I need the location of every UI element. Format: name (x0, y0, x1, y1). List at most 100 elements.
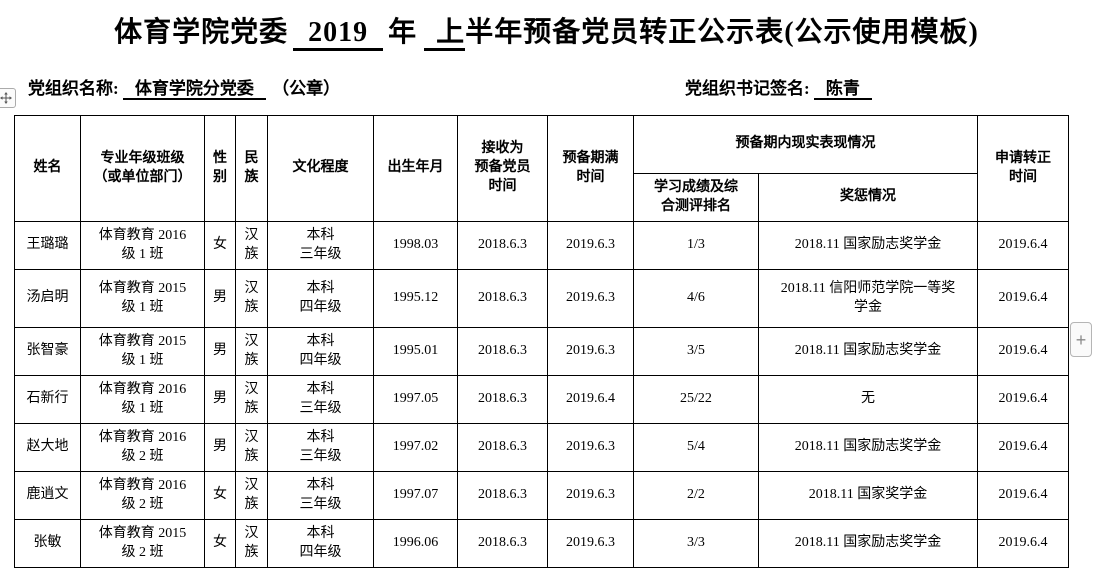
table-move-handle[interactable] (0, 88, 16, 108)
title-year-blank: 2019 (293, 17, 384, 51)
cell-application: 2019.6.4 (977, 471, 1069, 520)
cell-gender: 男 (204, 269, 236, 328)
cell-admitted: 2018.6.3 (457, 327, 548, 376)
cell-rank: 3/5 (633, 327, 759, 376)
page-title: 体育学院党委 2019 年上半年预备党员转正公示表(公示使用模板) (0, 10, 1093, 51)
org-name-value: 体育学院分党委 (122, 79, 266, 100)
cell-ethnicity: 汉 族 (235, 375, 268, 424)
org-name-field: 党组织名称: 体育学院分党委 （公章） (28, 74, 341, 100)
cell-application: 2019.6.4 (977, 327, 1069, 376)
cell-rank: 2/2 (633, 471, 759, 520)
cell-birth: 1997.07 (373, 471, 458, 520)
cell-gender: 女 (204, 519, 236, 568)
secretary-signature-value: 陈青 (813, 79, 872, 100)
cell-birth: 1995.01 (373, 327, 458, 376)
header-ethnicity: 民 族 (235, 115, 268, 222)
cell-application: 2019.6.4 (977, 375, 1069, 424)
cell-rank: 4/6 (633, 269, 759, 328)
cell-ethnicity: 汉 族 (235, 327, 268, 376)
cell-rank: 5/4 (633, 423, 759, 472)
cell-application: 2019.6.4 (977, 519, 1069, 568)
cell-major-class: 体育教育 2015 级 2 班 (80, 519, 205, 568)
table-row: 张敏 体育教育 2015 级 2 班 女 汉 族 本科 四年级 1996.06 … (14, 519, 1069, 568)
cell-major-class: 体育教育 2015 级 1 班 (80, 269, 205, 328)
cell-application: 2019.6.4 (977, 221, 1069, 270)
cell-probation-end: 2019.6.3 (547, 269, 634, 328)
table-row: 张智豪 体育教育 2015 级 1 班 男 汉 族 本科 四年级 1995.01… (14, 327, 1069, 376)
cell-ethnicity: 汉 族 (235, 423, 268, 472)
title-half-blank: 上 (424, 17, 466, 51)
cell-rank: 3/3 (633, 519, 759, 568)
cell-name: 汤启明 (14, 269, 81, 328)
table-row: 石新行 体育教育 2016 级 1 班 男 汉 族 本科 三年级 1997.05… (14, 375, 1069, 424)
cell-name: 石新行 (14, 375, 81, 424)
header-birth: 出生年月 (373, 115, 458, 222)
cell-gender: 女 (204, 471, 236, 520)
header-gender: 性 别 (204, 115, 236, 222)
cell-admitted: 2018.6.3 (457, 269, 548, 328)
member-regularization-table: 姓名 专业年级班级 （或单位部门） 性 别 民 族 文化程度 出生年月 接收为 … (14, 115, 1069, 568)
cell-name: 赵大地 (14, 423, 81, 472)
cell-gender: 男 (204, 375, 236, 424)
cell-gender: 男 (204, 423, 236, 472)
cell-name: 王璐璐 (14, 221, 81, 270)
cell-education: 本科 四年级 (267, 519, 374, 568)
org-name-label: 党组织名称: (28, 79, 119, 98)
header-application: 申请转正 时间 (977, 115, 1069, 222)
header-performance-group: 预备期内现实表现情况 (633, 115, 978, 174)
title-text: 年 (388, 17, 418, 48)
cell-birth: 1997.05 (373, 375, 458, 424)
header-major-class: 专业年级班级 （或单位部门） (80, 115, 205, 222)
cell-major-class: 体育教育 2016 级 2 班 (80, 423, 205, 472)
cell-name: 张智豪 (14, 327, 81, 376)
cell-birth: 1997.02 (373, 423, 458, 472)
header-probation-end: 预备期满 时间 (547, 115, 634, 222)
cell-gender: 男 (204, 327, 236, 376)
cell-name: 鹿逍文 (14, 471, 81, 520)
cell-probation-end: 2019.6.3 (547, 471, 634, 520)
cell-probation-end: 2019.6.3 (547, 423, 634, 472)
org-seal-note: （公章） (272, 79, 341, 98)
plus-button[interactable]: + (1070, 322, 1092, 357)
cell-awards: 2018.11 国家励志奖学金 (758, 519, 978, 568)
cell-major-class: 体育教育 2016 级 1 班 (80, 221, 205, 270)
table-row: 汤启明 体育教育 2015 级 1 班 男 汉 族 本科 四年级 1995.12… (14, 269, 1069, 328)
cell-education: 本科 三年级 (267, 375, 374, 424)
cell-awards: 2018.11 国家励志奖学金 (758, 423, 978, 472)
cell-gender: 女 (204, 221, 236, 270)
header-awards: 奖惩情况 (758, 173, 978, 222)
cell-probation-end: 2019.6.3 (547, 327, 634, 376)
cell-probation-end: 2019.6.3 (547, 519, 634, 568)
cell-rank: 25/22 (633, 375, 759, 424)
header-academic-rank: 学习成绩及综 合测评排名 (633, 173, 759, 222)
table-row: 王璐璐 体育教育 2016 级 1 班 女 汉 族 本科 三年级 1998.03… (14, 221, 1069, 270)
cell-rank: 1/3 (633, 221, 759, 270)
cell-major-class: 体育教育 2016 级 1 班 (80, 375, 205, 424)
cell-ethnicity: 汉 族 (235, 519, 268, 568)
cell-awards: 2018.11 信阳师范学院一等奖 学金 (758, 269, 978, 328)
cell-application: 2019.6.4 (977, 269, 1069, 328)
cell-education: 本科 四年级 (267, 327, 374, 376)
cell-major-class: 体育教育 2016 级 2 班 (80, 471, 205, 520)
table-row: 鹿逍文 体育教育 2016 级 2 班 女 汉 族 本科 三年级 1997.07… (14, 471, 1069, 520)
cell-admitted: 2018.6.3 (457, 375, 548, 424)
cell-probation-end: 2019.6.3 (547, 221, 634, 270)
cell-birth: 1998.03 (373, 221, 458, 270)
cell-awards: 2018.11 国家励志奖学金 (758, 221, 978, 270)
cell-application: 2019.6.4 (977, 423, 1069, 472)
move-icon (0, 92, 12, 104)
header-subrow: 学习成绩及综 合测评排名 奖惩情况 (15, 173, 1069, 222)
cell-name: 张敏 (14, 519, 81, 568)
header-row: 姓名 专业年级班级 （或单位部门） 性 别 民 族 文化程度 出生年月 接收为 … (14, 115, 1069, 222)
cell-awards: 2018.11 国家励志奖学金 (758, 327, 978, 376)
header-education: 文化程度 (267, 115, 374, 222)
cell-admitted: 2018.6.3 (457, 423, 548, 472)
cell-education: 本科 三年级 (267, 423, 374, 472)
title-text: 半年预备党员转正公示表(公示使用模板) (465, 17, 979, 48)
cell-ethnicity: 汉 族 (235, 269, 268, 328)
cell-education: 本科 四年级 (267, 269, 374, 328)
cell-ethnicity: 汉 族 (235, 221, 268, 270)
cell-education: 本科 三年级 (267, 471, 374, 520)
cell-birth: 1995.12 (373, 269, 458, 328)
title-text: 体育学院党委 (114, 17, 289, 48)
